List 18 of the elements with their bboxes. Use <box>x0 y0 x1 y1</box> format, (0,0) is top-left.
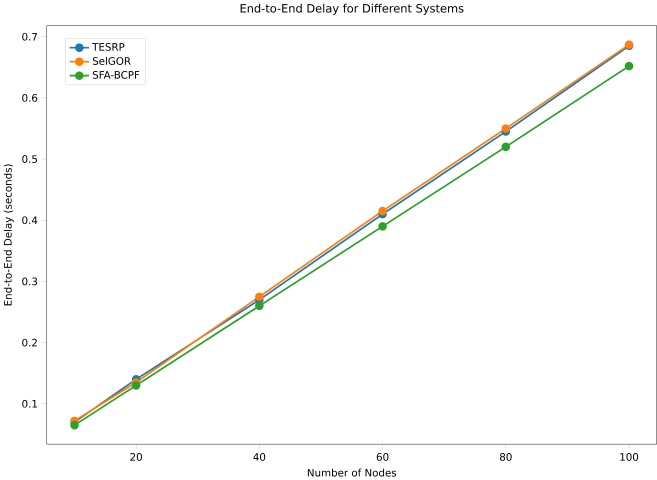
legend-label: SelGOR <box>92 56 131 65</box>
x-axis-title: Number of Nodes <box>308 468 396 476</box>
y-tick-label: 0.3 <box>22 277 38 286</box>
y-tick-label: 0.4 <box>22 216 38 224</box>
x-tick-label: 80 <box>500 452 512 461</box>
y-tick-label: 0.7 <box>22 32 38 40</box>
y-tick-label: 0.5 <box>22 154 37 163</box>
y-axis-title: End-to-End Delay (seconds) <box>4 164 14 306</box>
x-tick-label: 60 <box>376 452 388 461</box>
x-tick-label: 40 <box>253 452 266 461</box>
y-tick-label: 0.6 <box>22 94 38 102</box>
legend-label: SFA-BCPF <box>92 70 140 79</box>
x-tick-label: 20 <box>130 452 142 461</box>
legend-label: TESRP <box>92 42 124 51</box>
y-tick-label: 0.1 <box>22 400 37 408</box>
x-tick-label: 100 <box>620 452 638 461</box>
chart-title: End-to-End Delay for Different Systems <box>240 4 464 15</box>
y-tick-label: 0.2 <box>22 338 37 346</box>
